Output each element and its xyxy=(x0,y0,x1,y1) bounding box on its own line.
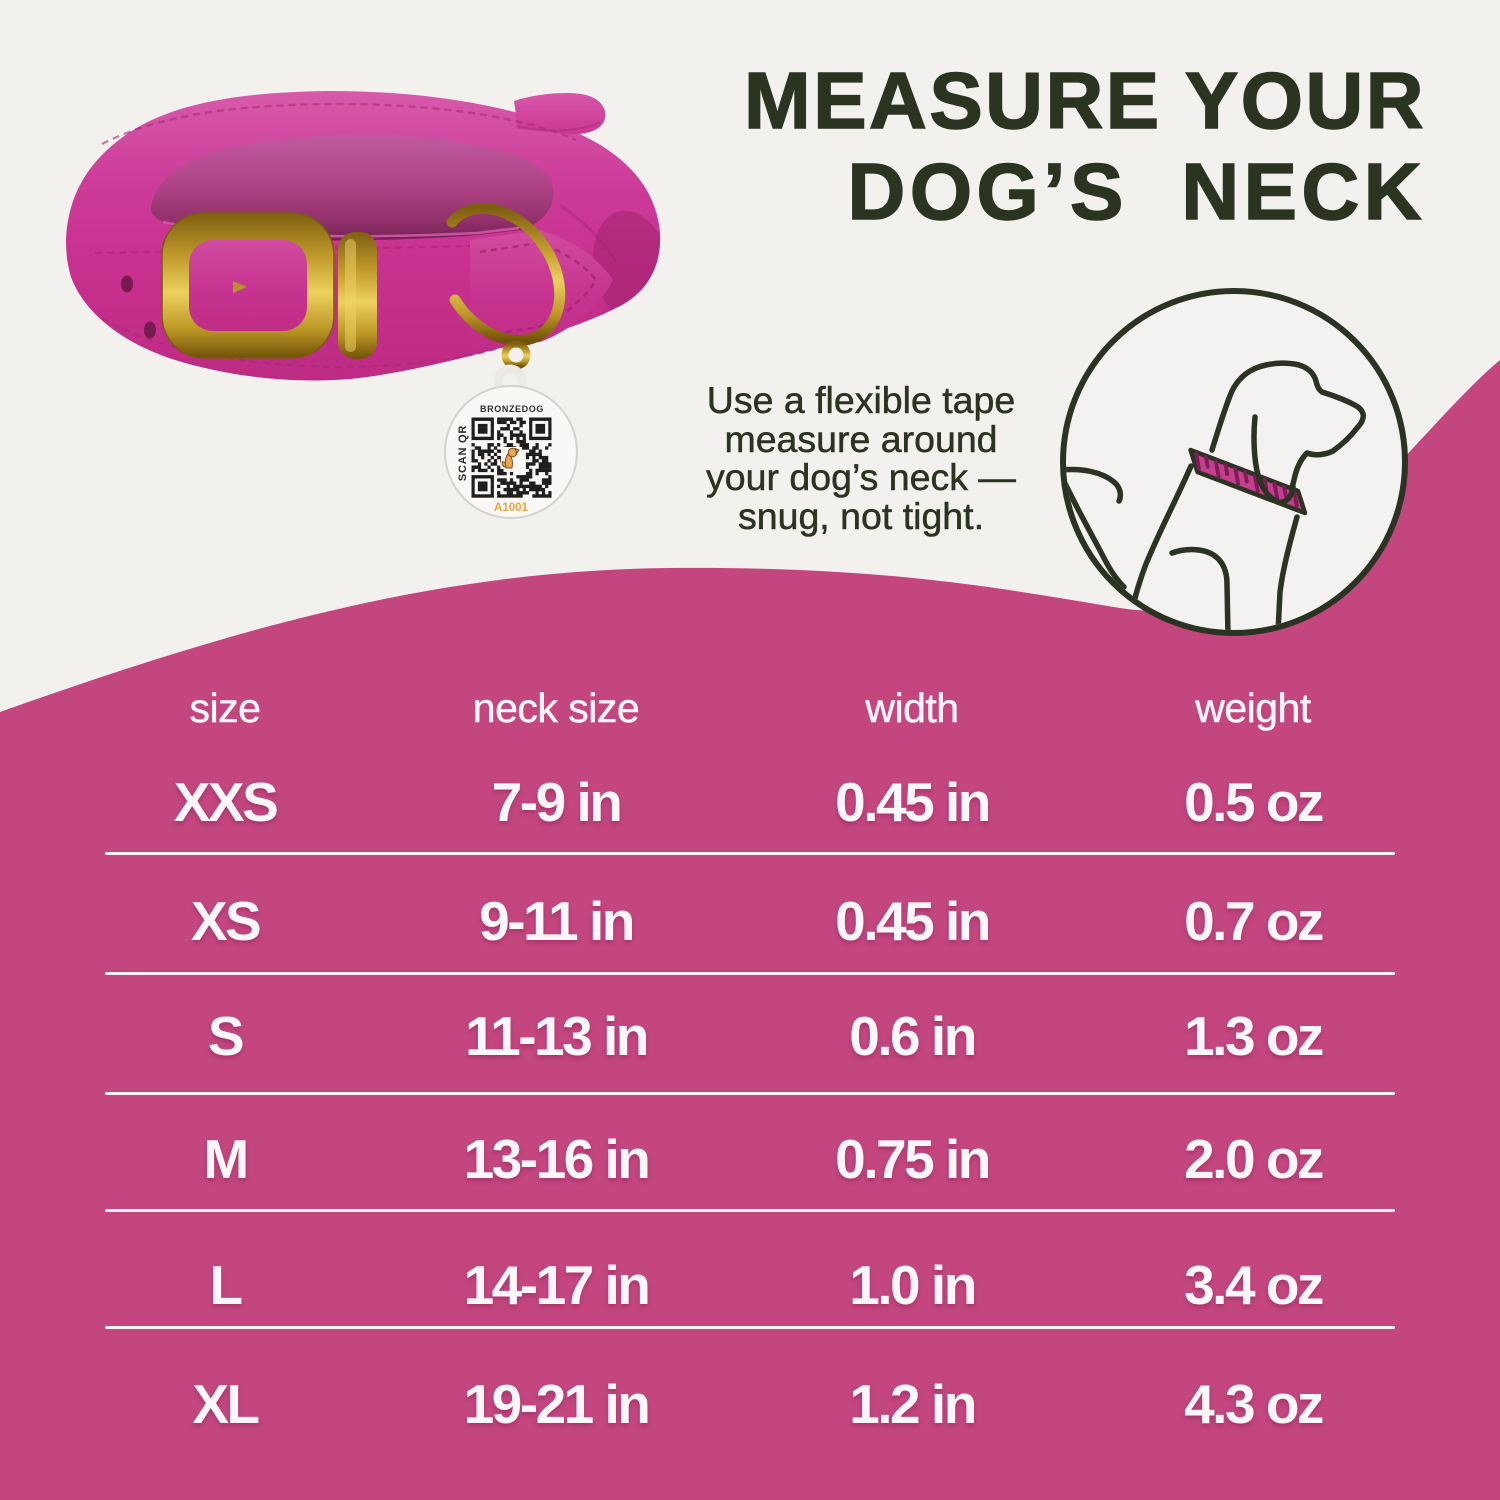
svg-text:SCAN QR: SCAN QR xyxy=(457,425,469,481)
svg-text:A1001: A1001 xyxy=(494,502,528,514)
svg-text:BRONZEDOG: BRONZEDOG xyxy=(480,404,544,414)
